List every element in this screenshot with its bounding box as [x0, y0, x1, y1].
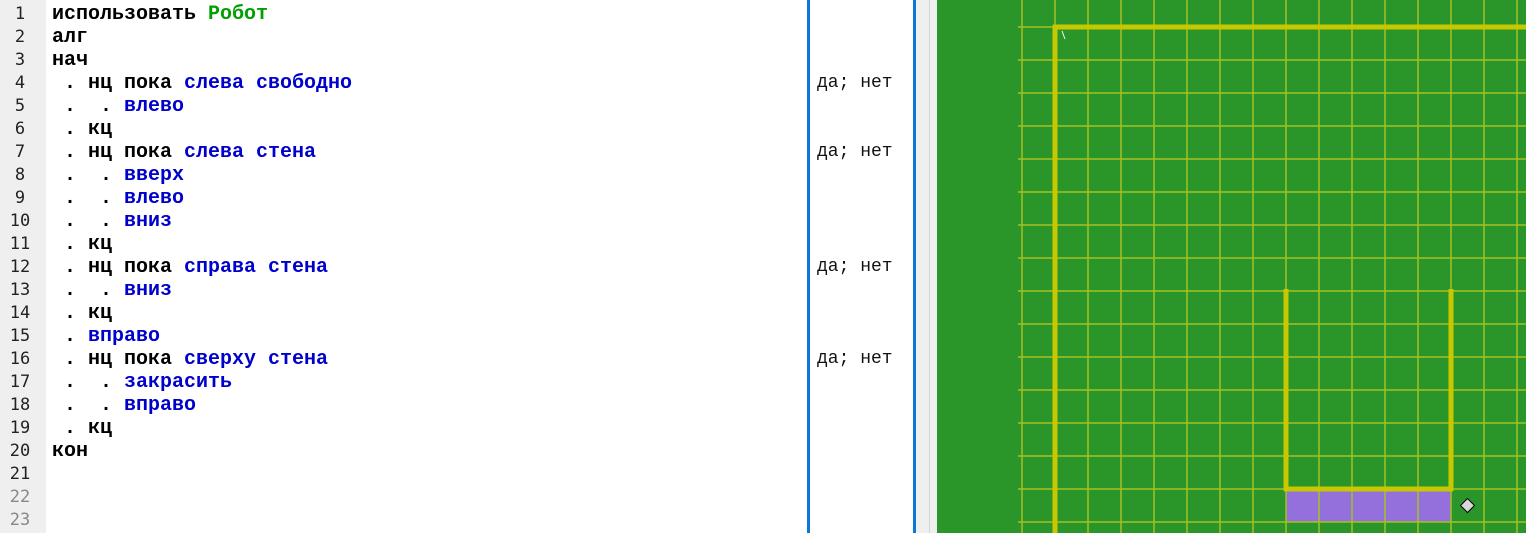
line-number: 10 — [9, 211, 31, 231]
keyword: нач — [52, 49, 89, 72]
keyword: алг — [52, 26, 89, 49]
robot-command: вниз — [124, 279, 173, 302]
line-number: 8 — [14, 165, 26, 185]
line-number: 14 — [9, 303, 31, 323]
keyword: . кц — [52, 233, 113, 256]
robot-field — [937, 0, 1526, 538]
line-number: 4 — [14, 73, 26, 93]
code-line[interactable]: . кц — [52, 417, 112, 440]
painted-cell — [1319, 489, 1352, 522]
line-number: 9 — [14, 188, 26, 208]
keyword: . . — [52, 394, 125, 417]
code-line[interactable]: . нц пока сверху стена — [52, 348, 328, 371]
keyword: использовать — [52, 3, 209, 26]
keyword: . . — [52, 371, 125, 394]
line-number: 11 — [9, 234, 31, 254]
code-line[interactable]: . кц — [52, 233, 112, 256]
splitter[interactable] — [916, 0, 938, 533]
keyword: . . — [52, 279, 125, 302]
module-name: Робот — [208, 3, 269, 26]
robot-command: вниз — [124, 210, 173, 233]
code-line[interactable]: . нц пока слева стена — [52, 141, 316, 164]
keyword: . нц пока — [52, 72, 185, 95]
code-line[interactable]: использовать Робот — [52, 3, 268, 26]
code-line[interactable]: алг — [52, 26, 88, 49]
keyword: . кц — [52, 118, 113, 141]
keyword: . . — [52, 95, 125, 118]
painted-cell — [1418, 489, 1451, 522]
line-number: 16 — [9, 349, 31, 369]
code-line[interactable]: . . влево — [52, 95, 184, 118]
line-number: 3 — [14, 50, 26, 70]
keyword: . — [52, 325, 89, 348]
code-line[interactable]: . . вниз — [52, 210, 172, 233]
margin-value: да; нет — [817, 142, 893, 162]
painted-cell — [1385, 489, 1418, 522]
line-number: 6 — [14, 119, 26, 139]
line-number: 22 — [9, 487, 31, 507]
cursor-mark — [1061, 30, 1066, 40]
code-line[interactable]: . . вправо — [52, 394, 196, 417]
line-number: 20 — [9, 441, 31, 461]
robot-field-canvas — [937, 0, 1526, 538]
robot-command: вправо — [88, 325, 161, 348]
keyword: . нц пока — [52, 141, 185, 164]
keyword: . кц — [52, 302, 113, 325]
robot-command: слева стена — [184, 141, 317, 164]
code-line[interactable]: . кц — [52, 118, 112, 141]
code-line[interactable]: . . влево — [52, 187, 184, 210]
margin-panel: да; нет да; нет да; нет да; нет — [807, 0, 916, 533]
painted-cell — [1352, 489, 1385, 522]
robot-command: вверх — [124, 164, 185, 187]
code-line[interactable]: . вправо — [52, 325, 160, 348]
keyword: . нц пока — [52, 256, 185, 279]
splitter-handle[interactable] — [929, 0, 930, 533]
line-number: 5 — [14, 96, 26, 116]
line-number: 12 — [9, 257, 31, 277]
margin-value: да; нет — [817, 349, 893, 369]
code-editor[interactable]: использовать Робот алг нач . нц пока слева… — [46, 0, 807, 533]
margin-value: да; нет — [817, 257, 893, 277]
robot-command: влево — [124, 95, 185, 118]
line-number: 21 — [9, 464, 31, 484]
code-line[interactable]: . нц пока справа стена — [52, 256, 328, 279]
keyword: . кц — [52, 417, 113, 440]
keyword: . нц пока — [52, 348, 185, 371]
line-number: 13 — [9, 280, 31, 300]
code-line[interactable]: кон — [52, 440, 88, 463]
keyword: . . — [52, 210, 125, 233]
field-background — [937, 0, 1526, 533]
robot-command: закрасить — [124, 371, 233, 394]
robot-command: справа стена — [184, 256, 329, 279]
robot-command: сверху стена — [184, 348, 329, 371]
line-number: 18 — [9, 395, 31, 415]
robot-icon — [1459, 497, 1476, 514]
painted-cell — [1286, 489, 1319, 522]
code-line[interactable]: . . вверх — [52, 164, 184, 187]
line-number: 1 — [14, 4, 26, 24]
code-line[interactable]: . . вниз — [52, 279, 172, 302]
code-line[interactable]: нач — [52, 49, 88, 72]
keyword: . . — [52, 187, 125, 210]
line-number-gutter: 1 2 3 4 5 6 7 8 9 10 11 12 13 14 15 16 17 18 19 20 21 22 23 — [0, 0, 46, 533]
line-number: 23 — [9, 510, 31, 530]
line-number: 15 — [9, 326, 31, 346]
keyword: кон — [52, 440, 89, 463]
robot-command: слева свободно — [184, 72, 353, 95]
robot-command: влево — [124, 187, 185, 210]
code-line[interactable]: . . закрасить — [52, 371, 232, 394]
line-number: 19 — [9, 418, 31, 438]
line-number: 17 — [9, 372, 31, 392]
robot-command: вправо — [124, 394, 197, 417]
keyword: . . — [52, 164, 125, 187]
line-number: 2 — [14, 27, 26, 47]
code-line[interactable]: . кц — [52, 302, 112, 325]
margin-value: да; нет — [817, 73, 893, 93]
line-number: 7 — [14, 142, 26, 162]
code-line[interactable]: . нц пока слева свободно — [52, 72, 352, 95]
